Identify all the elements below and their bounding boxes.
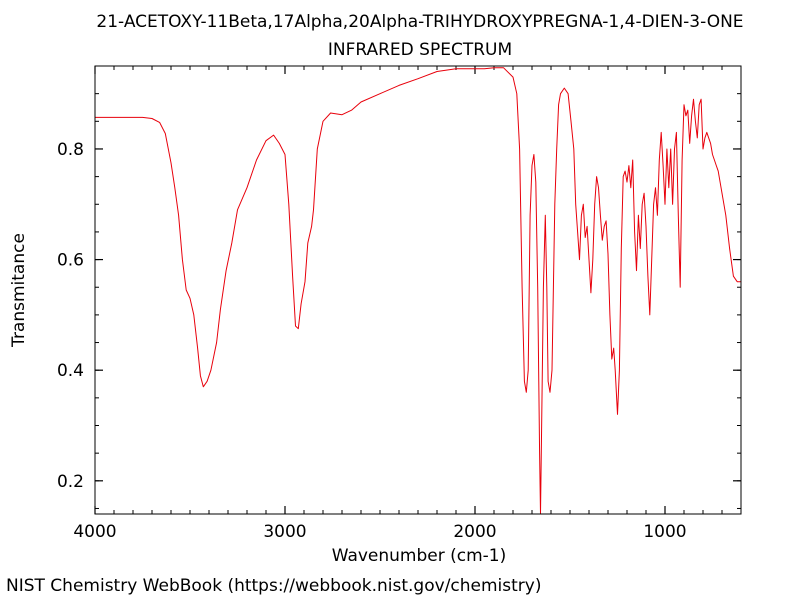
chart-title: 21-ACETOXY-11Beta,17Alpha,20Alpha-TRIHYD… [96, 12, 744, 32]
spectrum-line [95, 67, 741, 515]
y-axis-label: Transmitance [9, 233, 29, 348]
y-tick-label: 0.6 [57, 251, 84, 271]
x-axis-label: Wavenumber (cm-1) [332, 546, 507, 566]
chart-subtitle: INFRARED SPECTRUM [327, 40, 513, 60]
ticks-layer [94, 66, 741, 514]
labels-layer: 4000 3000 2000 1000 0.2 0.4 0.6 0.8 [57, 140, 687, 542]
y-tick-label: 0.4 [57, 361, 84, 381]
x-tick-label: 1000 [643, 522, 686, 542]
y-tick-label: 0.2 [57, 472, 84, 492]
source-credit: NIST Chemistry WebBook (https://webbook.… [6, 576, 542, 596]
y-tick-label: 0.8 [57, 140, 84, 160]
plot-frame [94, 65, 742, 515]
x-tick-label: 3000 [263, 522, 306, 542]
x-tick-label: 4000 [73, 522, 116, 542]
line-layer [95, 67, 741, 515]
x-tick-label: 2000 [453, 522, 496, 542]
